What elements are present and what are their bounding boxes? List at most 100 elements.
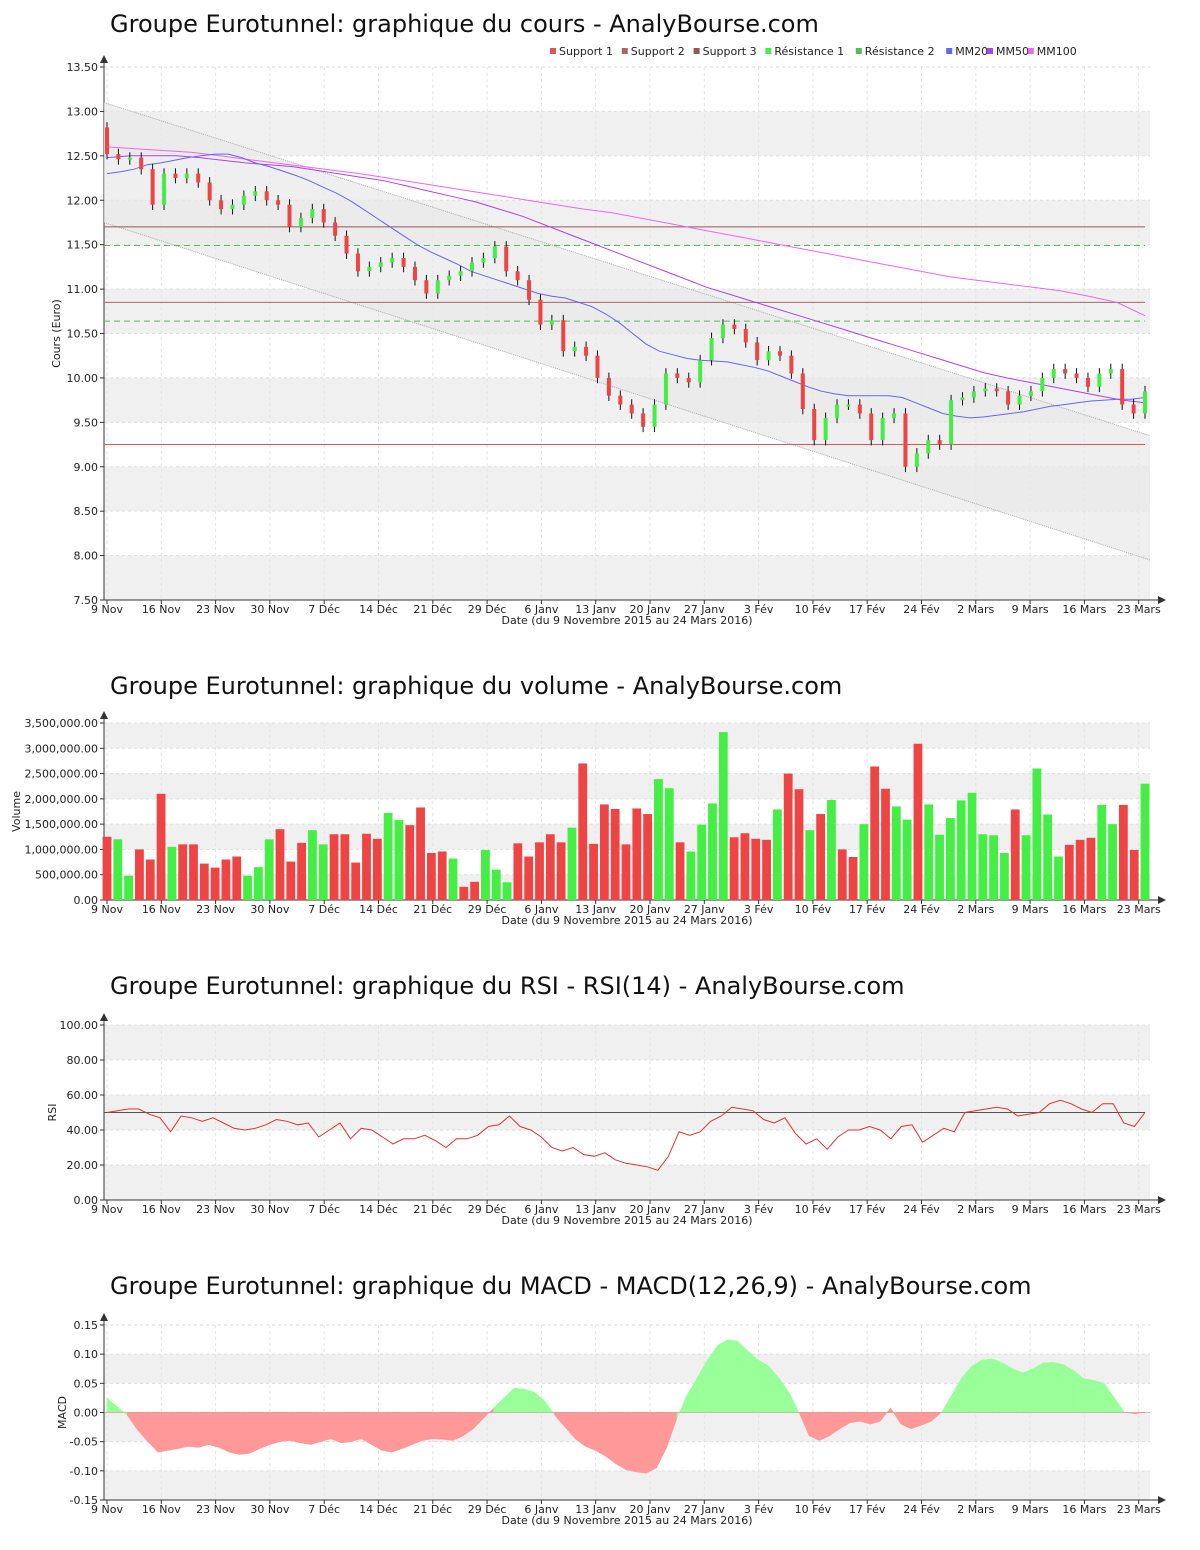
candle-body bbox=[367, 266, 372, 272]
macd-area bbox=[289, 1412, 301, 1444]
candle-body bbox=[629, 404, 634, 414]
price-xtick-label: 9 Mars bbox=[1012, 603, 1049, 616]
candle-body bbox=[846, 404, 851, 407]
candle-body bbox=[743, 329, 748, 343]
volume-bar bbox=[1054, 856, 1063, 900]
volume-bar bbox=[459, 886, 469, 900]
macd-area bbox=[758, 1359, 769, 1413]
macd-xtick-label: 13 Janv bbox=[575, 1503, 616, 1516]
legend-label: MM100 bbox=[1037, 45, 1077, 58]
candle-body bbox=[1108, 369, 1113, 374]
macd-area bbox=[401, 1412, 413, 1450]
price-xtick-label: 2 Mars bbox=[957, 603, 994, 616]
macd-band bbox=[104, 1470, 1150, 1500]
macd-area bbox=[310, 1412, 321, 1445]
macd-area bbox=[198, 1412, 210, 1448]
candle-body bbox=[1074, 373, 1079, 378]
volume-bar bbox=[956, 800, 966, 900]
macd-area bbox=[808, 1412, 820, 1441]
volume-bar bbox=[1097, 804, 1107, 900]
macd-xtick-label: 29 Déc bbox=[468, 1503, 507, 1516]
candle-body bbox=[686, 377, 691, 383]
rsi-xtick-label: 9 Mars bbox=[1012, 1203, 1049, 1216]
macd-xtick-label: 24 Fév bbox=[903, 1503, 940, 1516]
volume-bar bbox=[286, 861, 296, 900]
macd-xtick-label: 16 Nov bbox=[142, 1503, 181, 1516]
volume-bar bbox=[1140, 783, 1150, 900]
rsi-ytick-label: 80.00 bbox=[67, 1054, 99, 1067]
macd-y-arrow bbox=[100, 1313, 108, 1321]
macd-area bbox=[391, 1412, 403, 1453]
volume-bar bbox=[329, 834, 339, 900]
candle-body bbox=[937, 440, 942, 445]
candle-body bbox=[344, 235, 349, 254]
candle-body bbox=[835, 404, 840, 418]
price-ytick-label: 13.00 bbox=[67, 105, 99, 118]
legend-label: Résistance 1 bbox=[774, 45, 844, 58]
legend-label: Support 3 bbox=[703, 45, 757, 58]
macd-area bbox=[1114, 1397, 1126, 1413]
macd-area bbox=[981, 1358, 993, 1413]
volume-xtick-label: 30 Nov bbox=[250, 903, 289, 916]
macd-xtick-label: 10 Fév bbox=[795, 1503, 832, 1516]
price-xtick-label: 9 Nov bbox=[91, 603, 123, 616]
rsi-line bbox=[106, 1099, 1146, 1171]
volume-bar bbox=[426, 852, 436, 900]
volume-xtick-label: 7 Déc bbox=[308, 903, 340, 916]
macd-xtick-label: 2 Mars bbox=[957, 1503, 994, 1516]
price-xtick-label: 14 Déc bbox=[359, 603, 398, 616]
candle-body bbox=[321, 209, 326, 223]
macd-area bbox=[167, 1412, 179, 1451]
candle-body bbox=[606, 377, 611, 396]
macd-area bbox=[1053, 1362, 1064, 1413]
volume-chart-title: Groupe Eurotunnel: graphique du volume -… bbox=[110, 672, 843, 700]
candle-body bbox=[276, 200, 281, 205]
rsi-xtick-label: 13 Janv bbox=[575, 1203, 616, 1216]
volume-xtick-label: 16 Mars bbox=[1062, 903, 1106, 916]
rsi-xtick-label: 23 Nov bbox=[196, 1203, 235, 1216]
candle-body bbox=[914, 453, 919, 467]
macd-area bbox=[1012, 1368, 1024, 1413]
trend-upper-line bbox=[103, 102, 1151, 437]
macd-area bbox=[371, 1412, 383, 1451]
candle-body bbox=[435, 280, 440, 294]
candle-body bbox=[675, 373, 680, 378]
volume-bar bbox=[1032, 768, 1042, 900]
volume-bar bbox=[1108, 824, 1117, 900]
volume-bar bbox=[135, 849, 144, 900]
volume-bar bbox=[783, 773, 793, 900]
macd-area bbox=[106, 1397, 118, 1413]
volume-ytick-label: 1,000,000.00 bbox=[25, 843, 98, 856]
macd-xtick-label: 16 Mars bbox=[1062, 1503, 1106, 1516]
volume-bar bbox=[167, 846, 177, 900]
macd-area bbox=[239, 1412, 250, 1455]
macd-area bbox=[228, 1412, 240, 1455]
volume-xtick-label: 23 Mars bbox=[1117, 903, 1161, 916]
rsi-ytick-label: 60.00 bbox=[67, 1089, 99, 1102]
volume-bar bbox=[924, 804, 934, 900]
rsi-xtick-label: 20 Janv bbox=[630, 1203, 671, 1216]
price-chart-title: Groupe Eurotunnel: graphique du cours - … bbox=[110, 10, 819, 38]
candle-body bbox=[789, 355, 794, 374]
legend-label: Support 1 bbox=[559, 45, 613, 58]
volume-bar bbox=[805, 830, 815, 900]
rsi-xtick-label: 2 Mars bbox=[957, 1203, 994, 1216]
candle-body bbox=[641, 413, 646, 427]
macd-xtick-label: 3 Fév bbox=[744, 1503, 774, 1516]
macd-area bbox=[350, 1412, 362, 1442]
price-xtick-label: 6 Janv bbox=[524, 603, 558, 616]
volume-ytick-label: 3,000,000.00 bbox=[25, 742, 98, 755]
rsi-y-arrow bbox=[100, 1013, 108, 1021]
volume-xtick-label: 17 Fév bbox=[849, 903, 886, 916]
rsi-chart: 0.00 20.00 40.00 60.00 80.00 100.00 9 Nov 16 No… bbox=[46, 1013, 1166, 1227]
macd-area bbox=[249, 1412, 260, 1454]
volume-xtick-label: 27 Janv bbox=[684, 903, 725, 916]
volume-xtick-label: 29 Déc bbox=[468, 903, 507, 916]
macd-area bbox=[1093, 1380, 1105, 1413]
rsi-xtick-label: 16 Nov bbox=[142, 1203, 181, 1216]
macd-area bbox=[523, 1388, 535, 1413]
candle-body bbox=[264, 191, 269, 201]
volume-xtick-label: 20 Janv bbox=[630, 903, 671, 916]
volume-bar bbox=[535, 842, 544, 900]
volume-bar bbox=[599, 804, 609, 900]
